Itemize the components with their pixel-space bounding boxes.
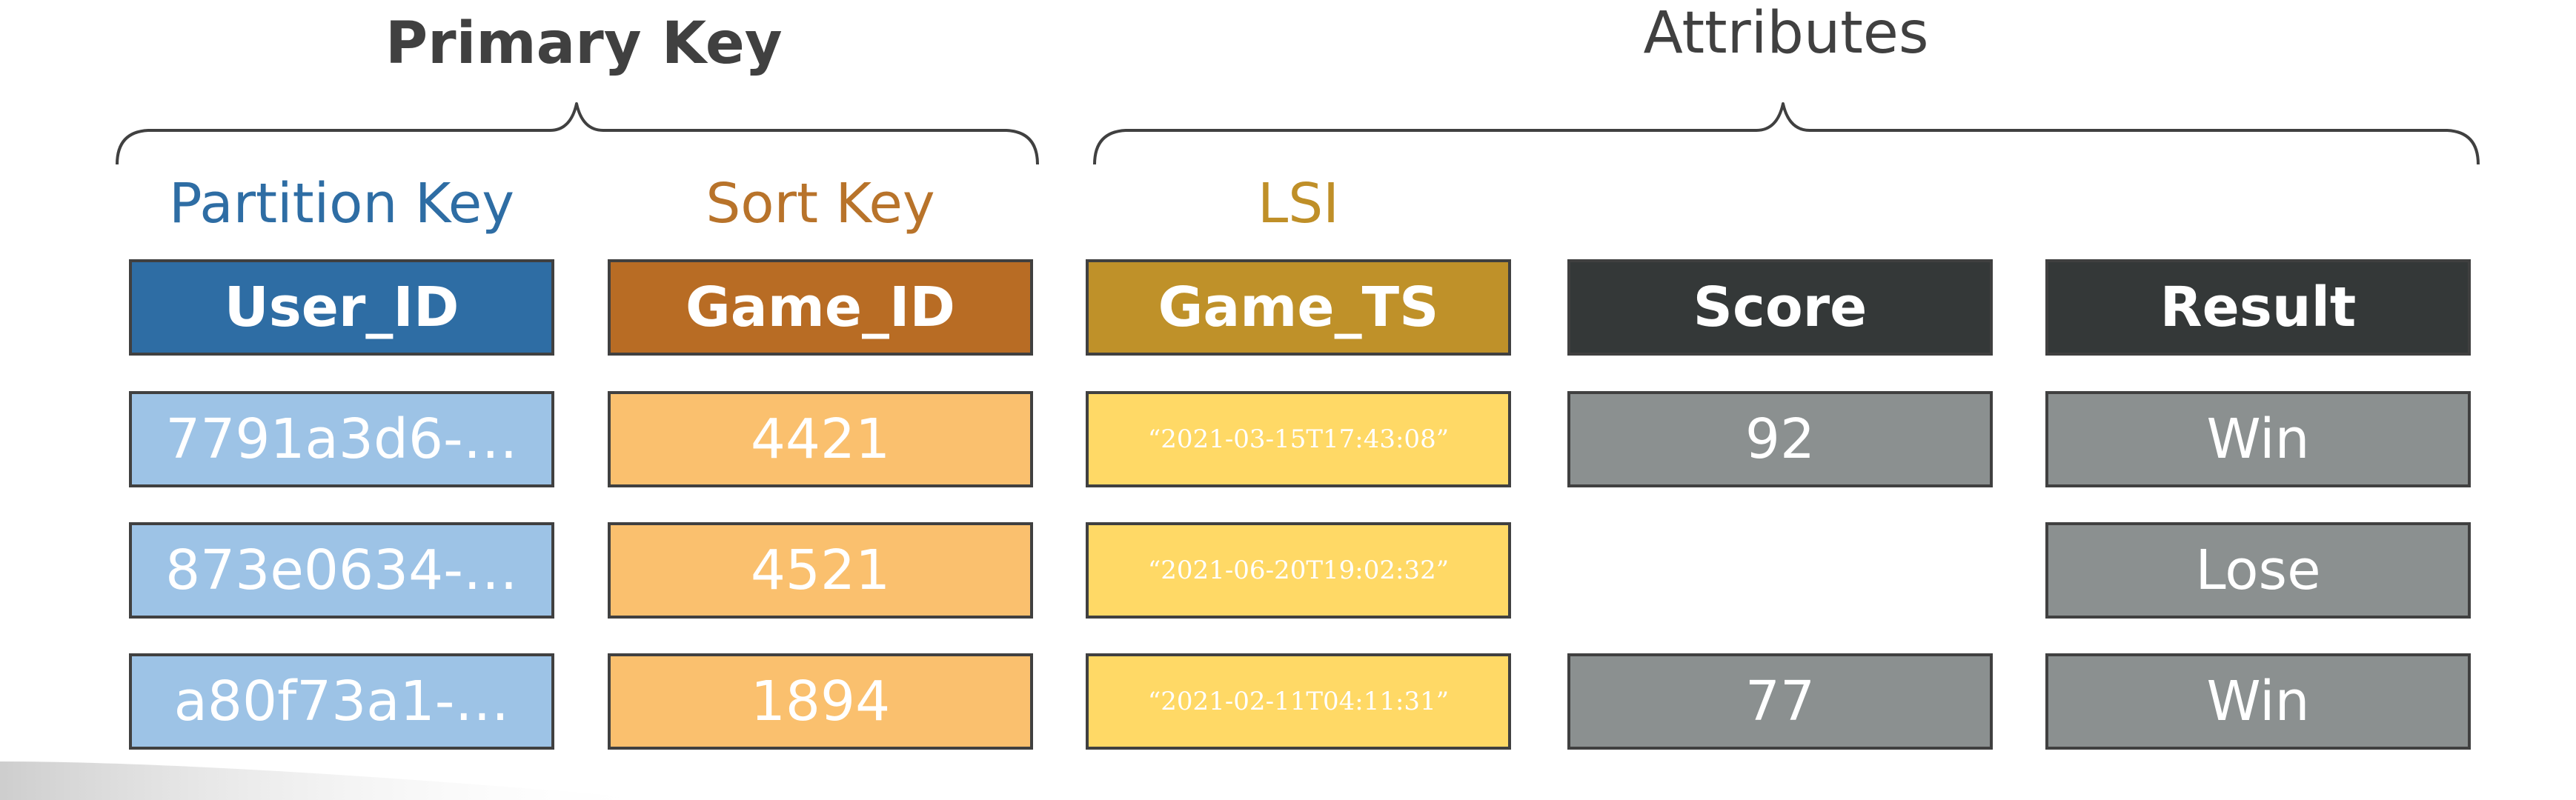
row-1-result: Win	[2045, 391, 2471, 487]
lsi-label: LSI	[1257, 172, 1340, 236]
primary-key-brace	[116, 102, 1039, 165]
header-score: Score	[1567, 259, 1993, 356]
partition-key-label: Partition Key	[168, 172, 515, 236]
attributes-title: Attributes	[1643, 0, 1929, 67]
header-game-id: Game_ID	[608, 259, 1033, 356]
sort-key-label: Sort Key	[706, 172, 935, 236]
header-game-ts: Game_TS	[1086, 259, 1511, 356]
row-3-game-id: 1894	[608, 653, 1033, 750]
row-2-user-id: 873e0634-…	[129, 522, 554, 619]
primary-key-title: Primary Key	[385, 10, 783, 77]
attributes-brace	[1093, 102, 2480, 165]
header-result: Result	[2045, 259, 2471, 356]
row-3-user-id: a80f73a1-…	[129, 653, 554, 750]
row-1-game-ts: “2021-03-15T17:43:08”	[1086, 391, 1511, 487]
header-user-id: User_ID	[129, 259, 554, 356]
row-3-game-ts: “2021-02-11T04:11:31”	[1086, 653, 1511, 750]
row-1-user-id: 7791a3d6-…	[129, 391, 554, 487]
floor-shadow-decoration	[0, 761, 667, 800]
row-1-game-id: 4421	[608, 391, 1033, 487]
row-1-score: 92	[1567, 391, 1993, 487]
row-3-result: Win	[2045, 653, 2471, 750]
row-3-score: 77	[1567, 653, 1993, 750]
row-2-game-id: 4521	[608, 522, 1033, 619]
row-2-result: Lose	[2045, 522, 2471, 619]
row-2-game-ts: “2021-06-20T19:02:32”	[1086, 522, 1511, 619]
